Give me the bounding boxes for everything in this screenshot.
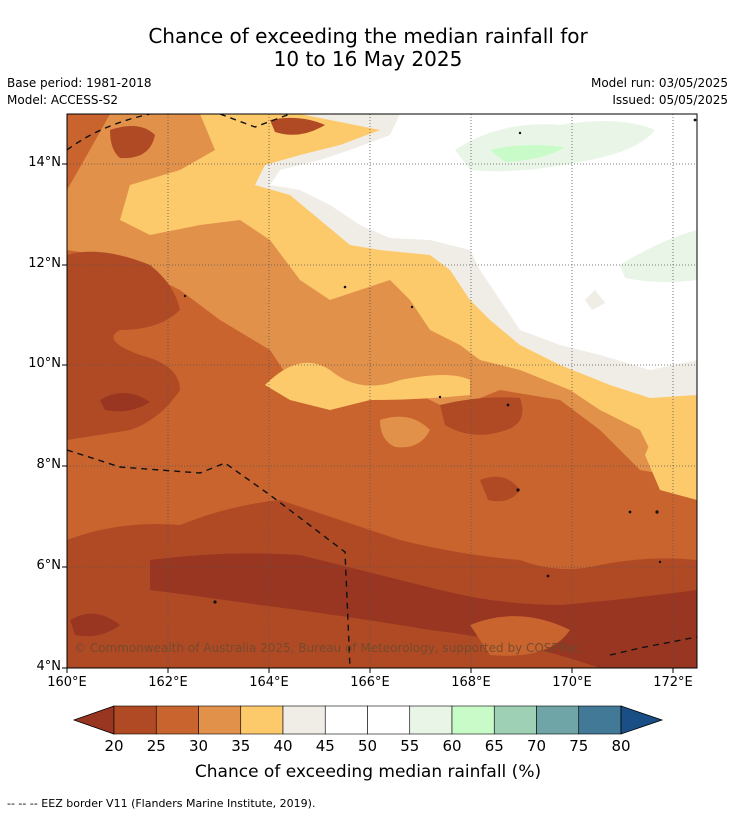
region-25-30-south-patch <box>470 616 570 656</box>
colorbar-swatch <box>578 705 622 735</box>
colorbar-over-arrow <box>620 705 664 735</box>
x-tick-label: 170°E <box>552 675 592 690</box>
colorbar-title: Chance of exceeding median rainfall (%) <box>194 762 542 782</box>
x-tick-label: 168°E <box>451 675 491 690</box>
x-tick-label: 164°E <box>249 675 289 690</box>
y-tick-label: 10°N <box>28 356 61 371</box>
x-tick-label: 162°E <box>148 675 188 690</box>
base-period-text: Base period: 1981-2018 <box>7 76 152 90</box>
colorbar-swatch <box>409 705 453 735</box>
colorbar-tick-label: 55 <box>400 737 420 755</box>
islands <box>183 118 697 604</box>
map-title-line1: Chance of exceeding the median rainfall … <box>148 24 588 48</box>
region-40-45-islet <box>585 290 605 310</box>
colorbar-tick-label: 65 <box>484 737 504 755</box>
colorbar-tick-label: 35 <box>231 737 251 755</box>
colorbar-tick-label: 20 <box>104 737 124 755</box>
colorbar-swatch <box>451 705 495 735</box>
colorbar-tick-label: 25 <box>146 737 166 755</box>
region-20-25-north <box>270 117 325 135</box>
colorbar-swatch <box>367 705 411 735</box>
y-tick-label: 4°N <box>36 659 62 674</box>
map-title-line2: 10 to 16 May 2025 <box>273 47 463 71</box>
colorbar-swatch <box>155 705 199 735</box>
region-20-25-west <box>67 251 180 440</box>
colorbar-tick-label: 60 <box>442 737 462 755</box>
rainfall-probability-map <box>67 114 697 668</box>
colorbar-swatch <box>324 705 368 735</box>
region-20-25-central <box>440 397 523 435</box>
axis-ticks <box>62 163 674 673</box>
region-20-25-northwest <box>110 126 155 159</box>
colorbar-swatch <box>493 705 537 735</box>
y-tick-label: 8°N <box>36 457 62 472</box>
issued-text: Issued: 05/05/2025 <box>612 93 728 107</box>
region-15-20-left <box>70 613 120 637</box>
colorbar-swatch <box>536 705 580 735</box>
region-35-40-east <box>645 380 697 500</box>
y-tick-label: 14°N <box>28 155 61 170</box>
y-tick-label: 6°N <box>36 558 62 573</box>
colorbar-swatch <box>240 705 284 735</box>
region-20-25-east <box>480 476 520 502</box>
colorbar-swatch <box>113 705 157 735</box>
colorbar-under-arrow <box>72 705 115 735</box>
colorbar-tick-label: 30 <box>188 737 209 755</box>
region-55-60-b <box>620 230 697 283</box>
colorbar-tick-label: 45 <box>315 737 335 755</box>
model-text: Model: ACCESS-S2 <box>7 93 119 107</box>
x-tick-label: 172°E <box>653 675 693 690</box>
colorbar <box>72 705 664 735</box>
x-tick-label: 160°E <box>47 675 87 690</box>
region-60-65 <box>490 145 565 162</box>
copyright-notice: © Commonwealth of Australia 2025, Bureau… <box>74 641 580 655</box>
region-35-40-south-patch <box>380 416 430 448</box>
colorbar-tick-label: 50 <box>357 737 378 755</box>
colorbar-tick-label: 40 <box>273 737 293 755</box>
colorbar-tick-label: 75 <box>569 737 589 755</box>
colorbar-swatch <box>198 705 242 735</box>
eez-borders <box>67 114 697 668</box>
colorbar-tick-label: 70 <box>526 737 547 755</box>
region-15-20-small <box>100 392 150 412</box>
colorbar-swatch <box>282 705 326 735</box>
eez-footnote: -- -- -- EEZ border V11 (Flanders Marine… <box>7 797 316 810</box>
map-frame <box>66 113 698 669</box>
x-tick-label: 166°E <box>350 675 390 690</box>
model-run-text: Model run: 03/05/2025 <box>590 76 728 90</box>
y-tick-label: 12°N <box>28 256 61 271</box>
region-35-40-lower <box>265 362 470 410</box>
map-gridlines <box>67 114 697 668</box>
colorbar-tick-label: 80 <box>611 737 631 755</box>
